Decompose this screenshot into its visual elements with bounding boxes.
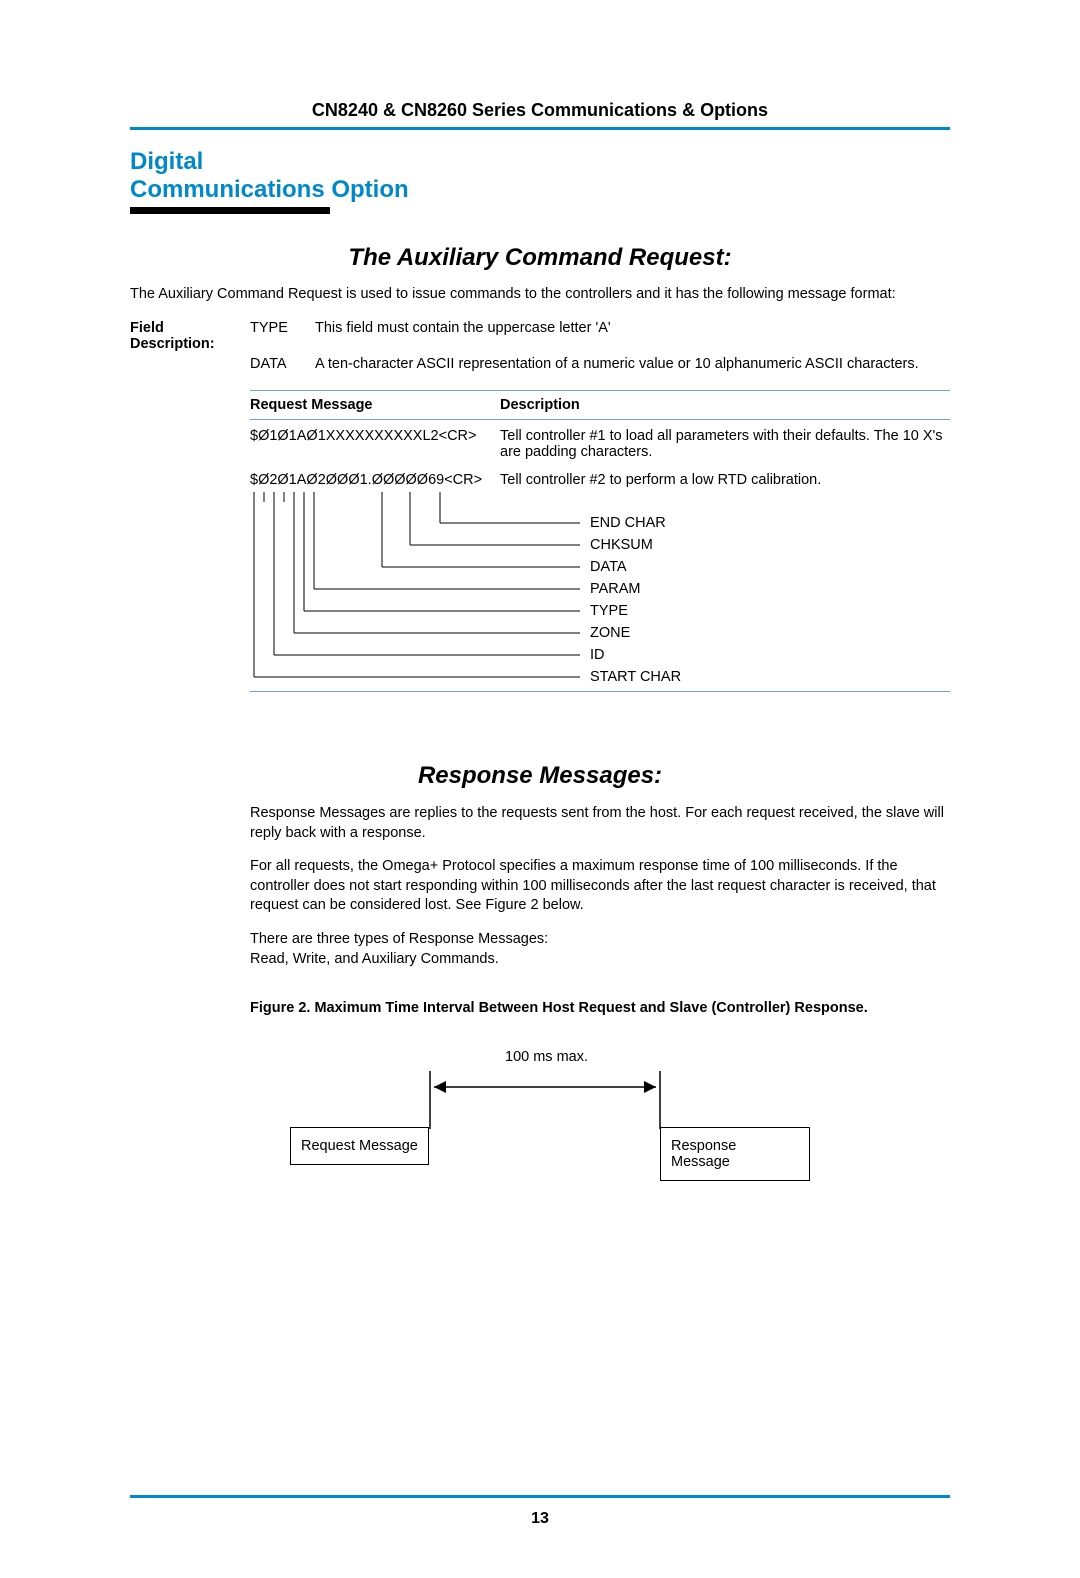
part-data: DATA: [590, 556, 681, 578]
figure2-time-label: 100 ms max.: [505, 1049, 588, 1065]
table-header: Request Message Description: [250, 390, 950, 420]
figure2-diagram: 100 ms max. Request Message Response Mes…: [250, 1049, 810, 1179]
field-text-2: A ten-character ASCII representation of …: [315, 356, 950, 372]
request-table: Request Message Description $Ø1Ø1AØ1XXXX…: [250, 390, 950, 492]
section-underline-bar: [130, 207, 330, 214]
header-rule: [130, 127, 950, 130]
part-param: PARAM: [590, 578, 681, 600]
resp-body: Response Messages are replies to the req…: [250, 804, 950, 969]
part-type: TYPE: [590, 600, 681, 622]
field-desc-row-2: DATA A ten-character ASCII representatio…: [130, 356, 950, 372]
aux-heading: The Auxiliary Command Request:: [130, 244, 950, 272]
aux-intro: The Auxiliary Command Request is used to…: [130, 286, 950, 302]
field-type-1: TYPE: [250, 320, 315, 352]
field-text-1: This field must contain the uppercase le…: [315, 320, 950, 352]
resp-p3b: Read, Write, and Auxiliary Commands.: [250, 951, 499, 967]
resp-p3: There are three types of Response Messag…: [250, 930, 950, 969]
part-chksum: CHKSUM: [590, 534, 681, 556]
table-row: $Ø1Ø1AØ1XXXXXXXXXXL2<CR> Tell controller…: [250, 420, 950, 464]
field-desc-row-1: Field Description: TYPE This field must …: [130, 320, 950, 352]
section-title: Digital Communications Option: [130, 148, 950, 203]
req-desc-1: Tell controller #1 to load all parameter…: [500, 428, 950, 460]
message-structure-diagram: END CHAR CHKSUM DATA PARAM TYPE ZONE ID …: [250, 492, 950, 692]
page-number: 13: [0, 1510, 1080, 1528]
field-type-2: DATA: [250, 356, 315, 372]
page-header-title: CN8240 & CN8260 Series Communications & …: [130, 100, 950, 121]
part-id: ID: [590, 644, 681, 666]
part-start-char: START CHAR: [590, 666, 681, 688]
part-labels: END CHAR CHKSUM DATA PARAM TYPE ZONE ID …: [590, 512, 681, 688]
part-zone: ZONE: [590, 622, 681, 644]
resp-p3a: There are three types of Response Messag…: [250, 931, 548, 947]
bracket-diagram-svg: [250, 492, 590, 687]
figure2-caption: Figure 2. Maximum Time Interval Between …: [250, 999, 950, 1019]
resp-heading: Response Messages:: [130, 762, 950, 790]
section-title-line1: Digital: [130, 148, 203, 175]
col-header-description: Description: [500, 397, 950, 413]
table-row: $Ø2Ø1AØ2ØØØ1.ØØØØØ69<CR> Tell controller…: [250, 464, 950, 492]
figure2-response-box: Response Message: [660, 1127, 810, 1181]
part-end-char: END CHAR: [590, 512, 681, 534]
req-msg-2: $Ø2Ø1AØ2ØØØ1.ØØØØØ69<CR>: [250, 472, 500, 488]
figure2-request-box: Request Message: [290, 1127, 429, 1165]
resp-p1: Response Messages are replies to the req…: [250, 804, 950, 843]
col-header-request: Request Message: [250, 397, 500, 413]
field-desc-label: Field Description:: [130, 320, 250, 352]
req-msg-1: $Ø1Ø1AØ1XXXXXXXXXXL2<CR>: [250, 428, 500, 444]
section-title-line2: Communications Option: [130, 176, 409, 203]
footer-rule: [130, 1495, 950, 1498]
resp-p2: For all requests, the Omega+ Protocol sp…: [250, 857, 950, 916]
req-desc-2: Tell controller #2 to perform a low RTD …: [500, 472, 950, 488]
